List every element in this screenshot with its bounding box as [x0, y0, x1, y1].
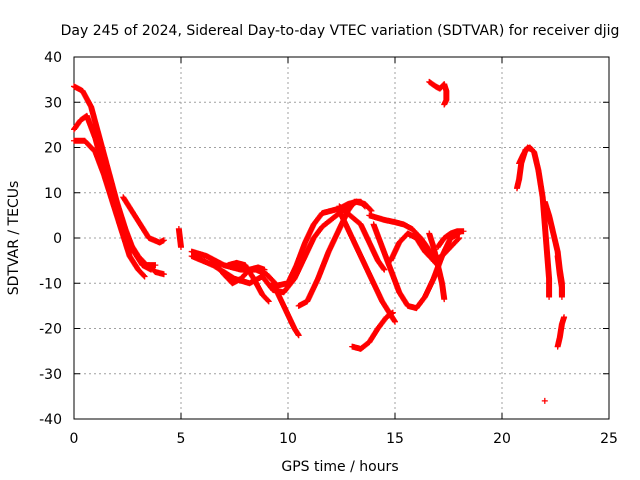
- y-axis-label: SDTVAR / TECUs: [6, 181, 22, 296]
- marker-trace: [71, 83, 155, 273]
- marker-trace: [349, 309, 396, 352]
- marker-trace: [426, 230, 448, 303]
- series-arc-m: [336, 207, 398, 325]
- series-arc-j: [225, 259, 272, 305]
- y-tick-label: -30: [39, 367, 62, 383]
- marker-trace: [426, 78, 450, 108]
- series-arc-z: [554, 314, 568, 350]
- marker-trace: [541, 397, 548, 404]
- x-tick-label: 10: [279, 431, 297, 447]
- marker-trace: [120, 194, 167, 246]
- marker-trace: [336, 203, 388, 273]
- marker-trace: [434, 228, 467, 251]
- series-outlier: [541, 397, 548, 404]
- x-tick-label: 5: [177, 431, 186, 447]
- series-arc-t: [434, 228, 467, 251]
- series-arc-n: [336, 203, 388, 273]
- marker-trace: [554, 314, 568, 350]
- grid: [74, 57, 609, 419]
- y-tick-label: 40: [44, 50, 62, 66]
- series-arc-y: [554, 253, 565, 300]
- x-axis-label: GPS time / hours: [281, 459, 398, 475]
- x-tick-label: 25: [600, 431, 618, 447]
- marker-trace: [270, 280, 302, 339]
- series-arc-k: [270, 280, 302, 339]
- series-arc-c: [71, 137, 148, 280]
- series-arc-s: [426, 230, 448, 303]
- y-tick-label: 10: [44, 186, 62, 202]
- x-tick-label: 20: [493, 431, 511, 447]
- series-arc-a: [71, 83, 155, 273]
- x-tick-label: 0: [70, 431, 79, 447]
- y-tick-label: 0: [53, 231, 62, 247]
- marker-trace: [145, 262, 167, 278]
- marker-trace: [516, 144, 535, 167]
- y-tick-label: -20: [39, 322, 62, 338]
- chart-title: Day 245 of 2024, Sidereal Day-to-day VTE…: [61, 23, 620, 39]
- marker-trace: [554, 253, 565, 300]
- data-marks: [71, 78, 568, 404]
- series-arc-w: [516, 144, 535, 167]
- marker-trace: [336, 207, 398, 325]
- series-arc-f: [175, 225, 184, 251]
- y-tick-label: -10: [39, 276, 62, 292]
- axis-ticks: 0 5 10 15 20 25 -40 -30 -20 -10 0 10 20 30 40: [39, 50, 618, 447]
- marker-trace: [513, 144, 553, 300]
- marker-trace: [225, 259, 272, 305]
- y-tick-label: 20: [44, 141, 62, 157]
- x-tick-label: 15: [386, 431, 404, 447]
- y-tick-label: 30: [44, 95, 62, 111]
- series-arc-u: [426, 78, 450, 108]
- marker-trace: [71, 137, 148, 280]
- series-arc-o: [349, 309, 396, 352]
- series-arc-v: [513, 144, 553, 300]
- series-arc-d: [120, 194, 167, 246]
- series-arc-e: [145, 262, 167, 278]
- y-tick-label: -40: [39, 412, 62, 428]
- marker-trace: [175, 225, 184, 251]
